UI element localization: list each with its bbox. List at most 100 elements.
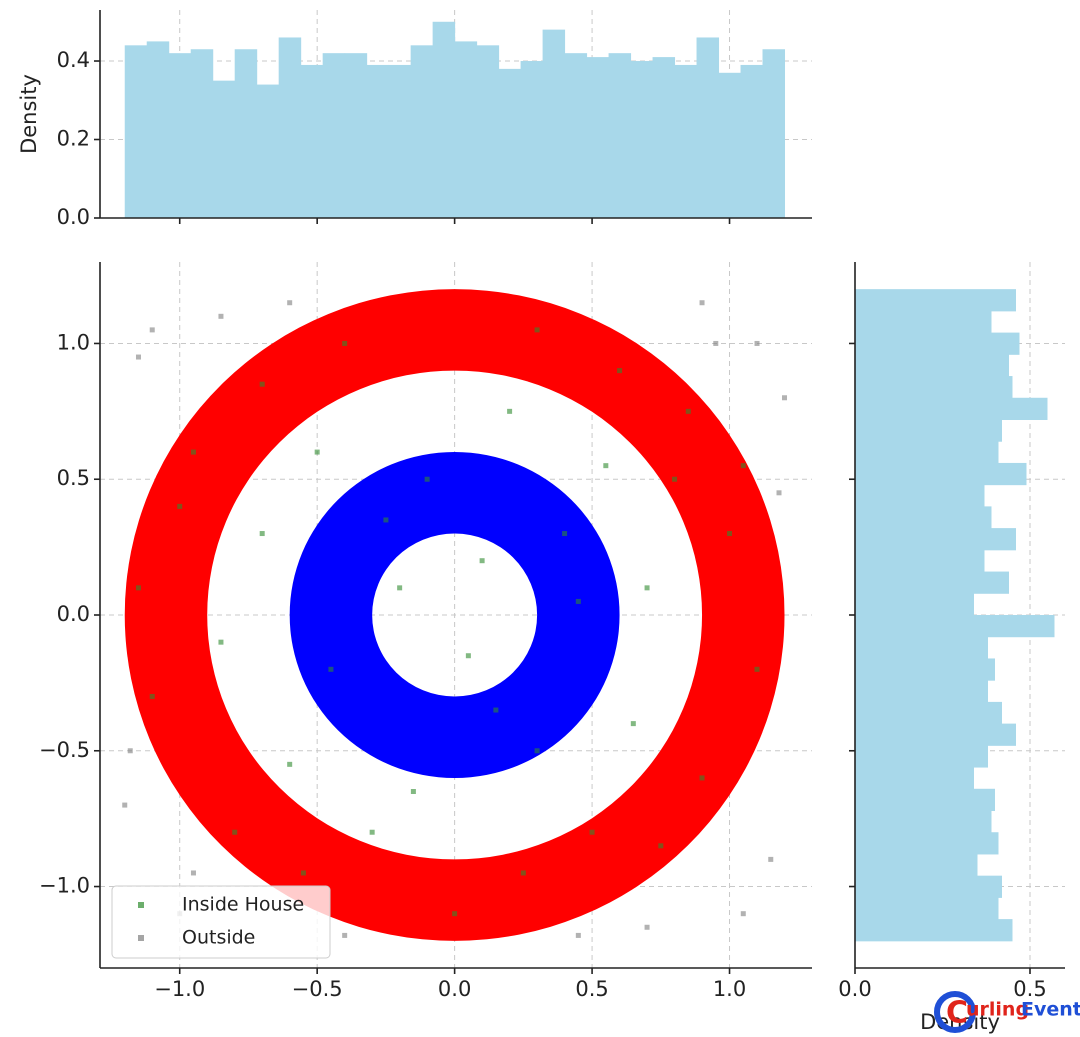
histogram-bar: [855, 745, 988, 768]
scatter-point: [493, 707, 499, 713]
y-tick-label: 0.5: [57, 466, 90, 490]
logo-letter: C: [946, 996, 968, 1031]
logo-text: urling: [966, 999, 1029, 1021]
scatter-point: [754, 666, 760, 672]
histogram-bar: [586, 57, 610, 218]
scatter-point: [342, 932, 348, 938]
y-tick-label: 0.2: [57, 127, 90, 151]
histogram-bar: [855, 658, 995, 681]
scatter-point: [630, 721, 636, 727]
histogram-bar: [410, 45, 434, 218]
scatter-point: [122, 802, 128, 808]
scatter-point: [507, 408, 513, 414]
histogram-bar: [696, 37, 720, 219]
scatter-point: [562, 531, 568, 537]
histogram-bar: [855, 897, 999, 920]
x-tick-label: 1.0: [713, 977, 746, 1001]
scatter-point: [177, 503, 183, 509]
histogram-bar: [855, 615, 1055, 638]
histogram-bar: [168, 53, 192, 218]
scatter-point: [534, 327, 540, 333]
scatter-point: [617, 368, 623, 374]
histogram-bar: [388, 64, 412, 219]
histogram-bar: [608, 53, 632, 218]
histogram-bar: [278, 37, 302, 219]
scatter-point: [534, 748, 540, 754]
legend-box: [111, 885, 331, 959]
scatter-point: [479, 558, 485, 564]
watermark: C urling Event: [934, 991, 1080, 1033]
scatter-point: [397, 585, 403, 591]
x-tick-label: 0.0: [838, 977, 871, 1001]
y-tick-label: −1.0: [39, 874, 90, 898]
legend-swatch: [138, 902, 144, 908]
histogram-bar: [740, 64, 764, 219]
scatter-point: [383, 517, 389, 523]
scatter-point: [713, 340, 719, 346]
histogram-bar: [855, 701, 1002, 725]
histogram-bar: [855, 397, 1048, 420]
histogram-bar: [855, 788, 995, 812]
histogram-bar: [855, 441, 999, 464]
histogram-bar: [454, 41, 478, 218]
scatter-point: [575, 598, 581, 604]
scatter-point: [699, 300, 705, 306]
scatter-point: [314, 449, 320, 455]
histogram-bar: [855, 832, 999, 855]
histogram-bar: [855, 506, 992, 529]
histogram-bar: [855, 767, 974, 790]
scatter-point: [754, 340, 760, 346]
scatter-point: [520, 870, 526, 876]
histogram-bar: [855, 484, 985, 507]
histogram-bar: [432, 21, 456, 218]
logo-ring: [934, 991, 976, 1033]
logo-text: Event: [1021, 999, 1080, 1021]
histogram-bar: [855, 332, 1020, 355]
scatter-point: [135, 585, 141, 591]
scatter-point: [232, 829, 238, 835]
y-tick-label: −0.5: [39, 738, 90, 762]
histogram-bar: [855, 853, 978, 877]
scatter-point: [603, 463, 609, 469]
histogram-bar: [855, 919, 1013, 942]
scatter-point: [149, 693, 155, 699]
scatter-point: [135, 354, 141, 360]
histogram-bar: [300, 64, 324, 219]
histogram-bar: [855, 528, 1016, 551]
histogram-bar: [855, 376, 1013, 399]
histogram-bar: [520, 61, 544, 219]
histogram-bar: [855, 875, 1002, 898]
scatter-point: [218, 639, 224, 645]
scatter-point: [328, 666, 334, 672]
scatter-point: [575, 932, 581, 938]
legend-label: Outside: [182, 927, 255, 949]
histogram-bar: [564, 53, 588, 218]
scatter-point: [410, 789, 416, 794]
histogram-bar: [630, 61, 654, 219]
histogram-bar: [855, 680, 988, 703]
scatter-point: [452, 911, 458, 917]
scatter-point: [300, 870, 306, 876]
scatter-point: [776, 490, 782, 496]
histogram-bar: [855, 462, 1027, 486]
histogram-bar: [855, 571, 1009, 594]
scatter-point: [727, 531, 733, 537]
x-tick-label: 0.5: [1013, 977, 1046, 1001]
scatter-point: [259, 531, 265, 537]
scatter-point: [424, 476, 430, 482]
histogram-bar: [344, 53, 368, 218]
histogram-bar: [855, 289, 1016, 312]
y-tick-label: 0.4: [57, 48, 90, 72]
histogram-bar: [476, 45, 500, 218]
y-tick-label: 0.0: [57, 205, 90, 229]
histogram-bar: [212, 80, 236, 218]
histogram-bar: [855, 310, 992, 334]
histogram-bar: [855, 354, 1009, 377]
scatter-point: [658, 843, 664, 849]
scatter-point: [259, 381, 265, 387]
scatter-point: [287, 300, 293, 306]
histogram-bar: [366, 64, 390, 219]
histogram-bar: [322, 53, 346, 218]
histogram-bar: [674, 64, 698, 219]
